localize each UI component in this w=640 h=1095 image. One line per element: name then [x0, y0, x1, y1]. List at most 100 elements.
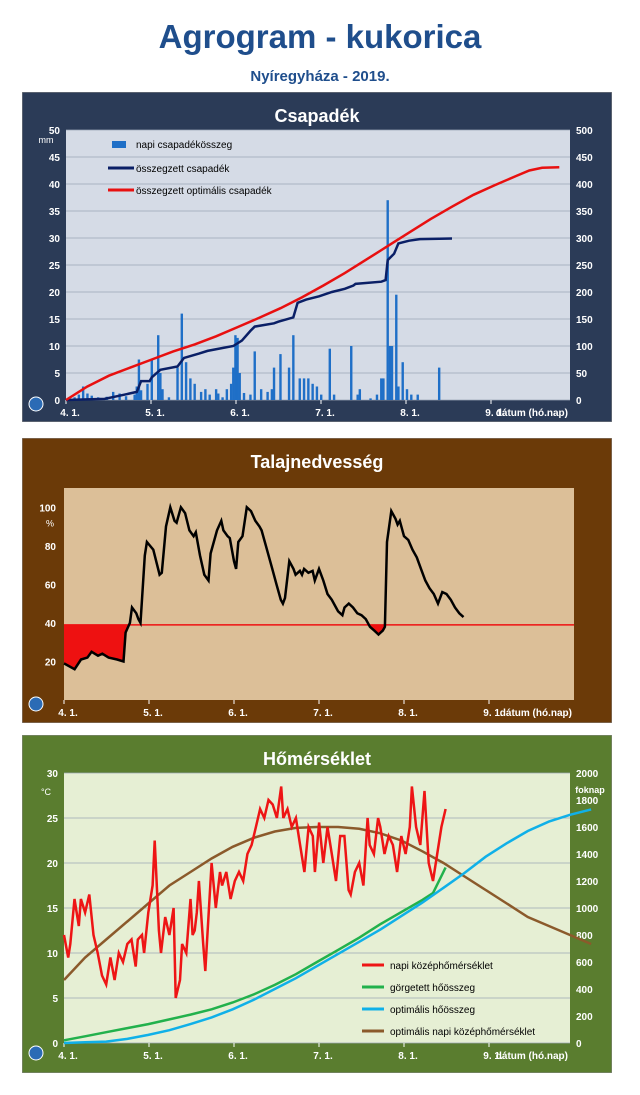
temp-y2-tick-label: 2000 — [576, 769, 599, 780]
precip-daily-bar — [176, 367, 179, 400]
precip-daily-bar — [437, 367, 441, 400]
precip-daily-bar — [358, 389, 362, 400]
page-title: Agrogram - kukorica — [158, 18, 482, 55]
precip-y2-tick-label: 250 — [576, 261, 593, 272]
temp-y2-tick-label: 800 — [576, 931, 593, 942]
temp-x-tick-label: 7. 1. — [313, 1051, 333, 1062]
soil-y-tick-label: 40 — [45, 619, 57, 630]
precip-daily-bar — [315, 386, 319, 400]
precip-daily-bar — [135, 386, 138, 400]
precip-daily-bar — [279, 354, 282, 400]
temp-y-tick-label: 20 — [47, 859, 59, 870]
soil-y-tick-label: 60 — [45, 580, 57, 591]
precip-daily-bar — [375, 394, 379, 400]
precip-daily-bar — [229, 383, 233, 400]
precip-daily-bar — [307, 378, 310, 400]
precip-daily-bar — [214, 389, 218, 400]
precip-daily-bar — [311, 383, 314, 400]
temp-legend-label: napi középhőmérséklet — [390, 961, 493, 972]
precip-y-tick-label: 35 — [49, 207, 61, 218]
precip-legend-label: összegzett optimális csapadék — [136, 186, 273, 197]
precip-x-tick-label: 5. 1. — [145, 408, 165, 419]
precip-daily-bar — [350, 346, 353, 400]
precip-y-tick-label: 5 — [54, 369, 60, 380]
temp-y2-tick-label: 400 — [576, 985, 593, 996]
soil-x-tick-label: 9. 1. — [483, 708, 503, 719]
precip-daily-bar — [234, 335, 237, 400]
precip-legend-label: összegzett csapadék — [136, 164, 230, 175]
temp-y-tick-label: 30 — [47, 769, 59, 780]
precip-daily-bar — [320, 394, 323, 400]
precip-cumulative-line — [65, 237, 453, 402]
precip-daily-bar — [386, 200, 389, 400]
temperature-chart: Hőmérséklet 0 5 10 15 20 25 30 0 200 400 600 800 1000… — [22, 735, 612, 1073]
precip-daily-bar — [242, 392, 246, 400]
temperature-panel: Hőmérséklet 0 5 10 15 20 25 30 0 200 400 600 800 1000… — [22, 735, 612, 1073]
precip-x-axis-label: dátum (hó.nap) — [496, 408, 568, 419]
precip-y2-tick-label: 350 — [576, 207, 593, 218]
precip-daily-bar — [390, 346, 394, 400]
temp-y-tick-label: 15 — [47, 904, 59, 915]
precip-daily-bar — [221, 397, 224, 400]
precip-daily-bar — [159, 373, 162, 400]
temp-optimal-heatsum-line — [63, 808, 592, 1045]
precip-daily-bar — [193, 383, 196, 400]
precip-daily-bar — [253, 351, 256, 400]
precip-daily-bar — [232, 367, 235, 400]
precip-daily-bar — [298, 378, 301, 400]
page-subtitle: Nyíregyháza - 2019. — [250, 68, 390, 85]
precip-y-tick-label: 0 — [54, 396, 60, 407]
precip-x-tick-label: 7. 1. — [315, 408, 335, 419]
precip-daily-bar — [133, 394, 136, 400]
precip-daily-bar — [90, 395, 93, 400]
temp-title: Hőmérséklet — [263, 749, 371, 769]
precip-y2-tick-label: 0 — [576, 396, 582, 407]
soil-moisture-panel: Talajnedvesség 20 40 60 80 100% 4. 1. 5. 1. 6. 1… — [22, 438, 612, 723]
precip-daily-bar — [388, 346, 392, 400]
temp-y2-tick-label: 1400 — [576, 850, 599, 861]
temp-y2-tick-label: 0 — [576, 1039, 582, 1050]
precip-y-tick-label: 40 — [49, 180, 61, 191]
precip-y2-tick-label: 500 — [576, 126, 593, 137]
precip-daily-bar — [249, 394, 252, 400]
precip-daily-bar — [184, 362, 188, 400]
soil-deficit-area — [64, 624, 464, 670]
precip-daily-bar — [266, 391, 269, 400]
precip-legend-swatch-bar — [112, 141, 126, 148]
precip-optimal-line — [65, 166, 560, 402]
temp-x-tick-label: 8. 1. — [398, 1051, 418, 1062]
temp-y2-tick-label: 600 — [576, 958, 593, 969]
soil-y-tick-label: 80 — [45, 542, 57, 553]
precipitation-panel: Csapadék 0 5 10 15 20 25 30 35 40 45 50 0 50 100 150 200… — [22, 92, 612, 422]
temp-x-axis-label: dátum (hó.nap) — [496, 1051, 568, 1062]
precip-daily-bar — [208, 394, 211, 400]
temp-x-tick-label: 4. 1. — [58, 1051, 78, 1062]
precip-y2-tick-label: 100 — [576, 342, 593, 353]
precip-daily-bar — [380, 378, 383, 400]
temp-y2-tick-label: 1000 — [576, 904, 599, 915]
precip-y2-tick-label: 400 — [576, 180, 593, 191]
temp-y-unit: °C — [41, 787, 52, 797]
precip-y-tick-label: 30 — [49, 234, 61, 245]
soil-title: Talajnedvesség — [251, 452, 384, 472]
precip-daily-bar — [161, 389, 164, 400]
temp-y2-tick-label: 1800 — [576, 796, 599, 807]
precip-y-tick-label: 50 — [49, 126, 61, 137]
soil-x-tick-label: 5. 1. — [143, 708, 163, 719]
temp-y2-tick-label: 1200 — [576, 877, 599, 888]
precip-title: Csapadék — [274, 106, 360, 126]
precip-daily-bar — [225, 389, 229, 400]
temp-rolling-heatsum-line — [63, 866, 447, 1042]
precip-daily-bar — [157, 335, 160, 400]
precip-y-tick-label: 10 — [49, 342, 61, 353]
temp-y2-unit: foknap — [575, 785, 605, 795]
precip-daily-bar — [146, 383, 149, 400]
temp-y-tick-label: 5 — [52, 994, 58, 1005]
soil-x-axis-label: dátum (hó.nap) — [500, 708, 572, 719]
precip-y-tick-label: 45 — [49, 153, 61, 164]
precip-daily-bar — [328, 348, 331, 400]
precip-daily-bar — [292, 335, 295, 400]
temp-y-tick-label: 10 — [47, 949, 59, 960]
precip-daily-bar — [401, 362, 404, 400]
precip-y2-tick-label: 200 — [576, 288, 593, 299]
